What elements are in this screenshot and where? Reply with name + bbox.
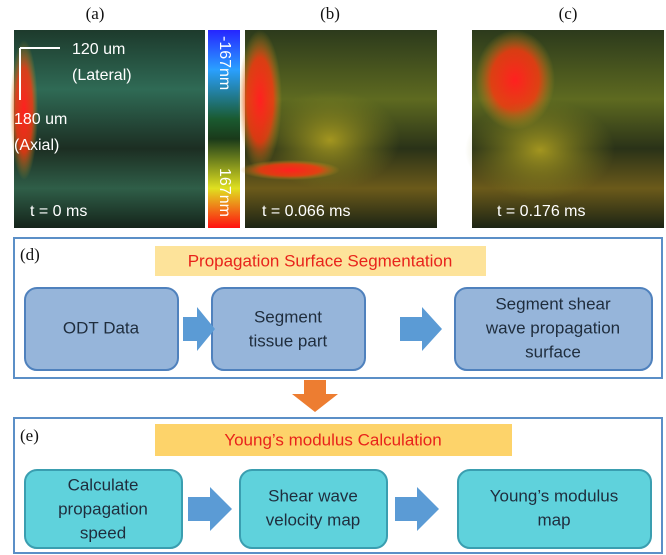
step-text: surface bbox=[525, 342, 581, 361]
step-text: Segment bbox=[254, 307, 322, 326]
section-title: Young’s modulus Calculation bbox=[224, 430, 441, 449]
image-feature bbox=[240, 160, 340, 180]
image-feature bbox=[465, 100, 615, 200]
step-text: propagation bbox=[58, 499, 148, 518]
panel-label: (b) bbox=[320, 4, 340, 23]
scale-label: 180 um bbox=[14, 111, 67, 128]
section-label: (d) bbox=[20, 245, 40, 264]
scale-label: 120 um bbox=[72, 41, 125, 58]
step-text: ODT Data bbox=[63, 318, 140, 337]
section-label: (e) bbox=[20, 426, 39, 445]
step-text: Calculate bbox=[68, 475, 139, 494]
time-label: t = 0.176 ms bbox=[497, 203, 586, 220]
image-a bbox=[14, 30, 205, 228]
step-text: Segment shear bbox=[495, 294, 611, 313]
step-text: wave propagation bbox=[485, 318, 620, 337]
scale-label: (Lateral) bbox=[72, 67, 132, 84]
scale-label: (Axial) bbox=[14, 137, 59, 154]
step-text: Shear wave bbox=[268, 486, 358, 505]
step-text: Young’s modulus bbox=[490, 486, 619, 505]
down-arrow bbox=[292, 380, 338, 412]
step-box bbox=[458, 470, 651, 548]
step-text: velocity map bbox=[266, 510, 360, 529]
time-label: t = 0.066 ms bbox=[262, 203, 351, 220]
step-text: tissue part bbox=[249, 331, 328, 350]
images bbox=[10, 30, 664, 228]
figure: (a) (b) (c) 120 um (Lateral) 180 um (Axi… bbox=[0, 0, 666, 555]
colorbar-label: 167nm bbox=[216, 168, 233, 217]
step-box bbox=[212, 288, 365, 370]
time-label: t = 0 ms bbox=[30, 203, 87, 220]
step-text: map bbox=[537, 510, 570, 529]
step-box bbox=[240, 470, 387, 548]
panel-label: (a) bbox=[86, 4, 105, 23]
step-text: speed bbox=[80, 523, 126, 542]
section-title: Propagation Surface Segmentation bbox=[188, 251, 453, 270]
panel-label: (c) bbox=[559, 4, 578, 23]
image-feature bbox=[10, 40, 38, 180]
colorbar-label: -167nm bbox=[216, 36, 233, 90]
